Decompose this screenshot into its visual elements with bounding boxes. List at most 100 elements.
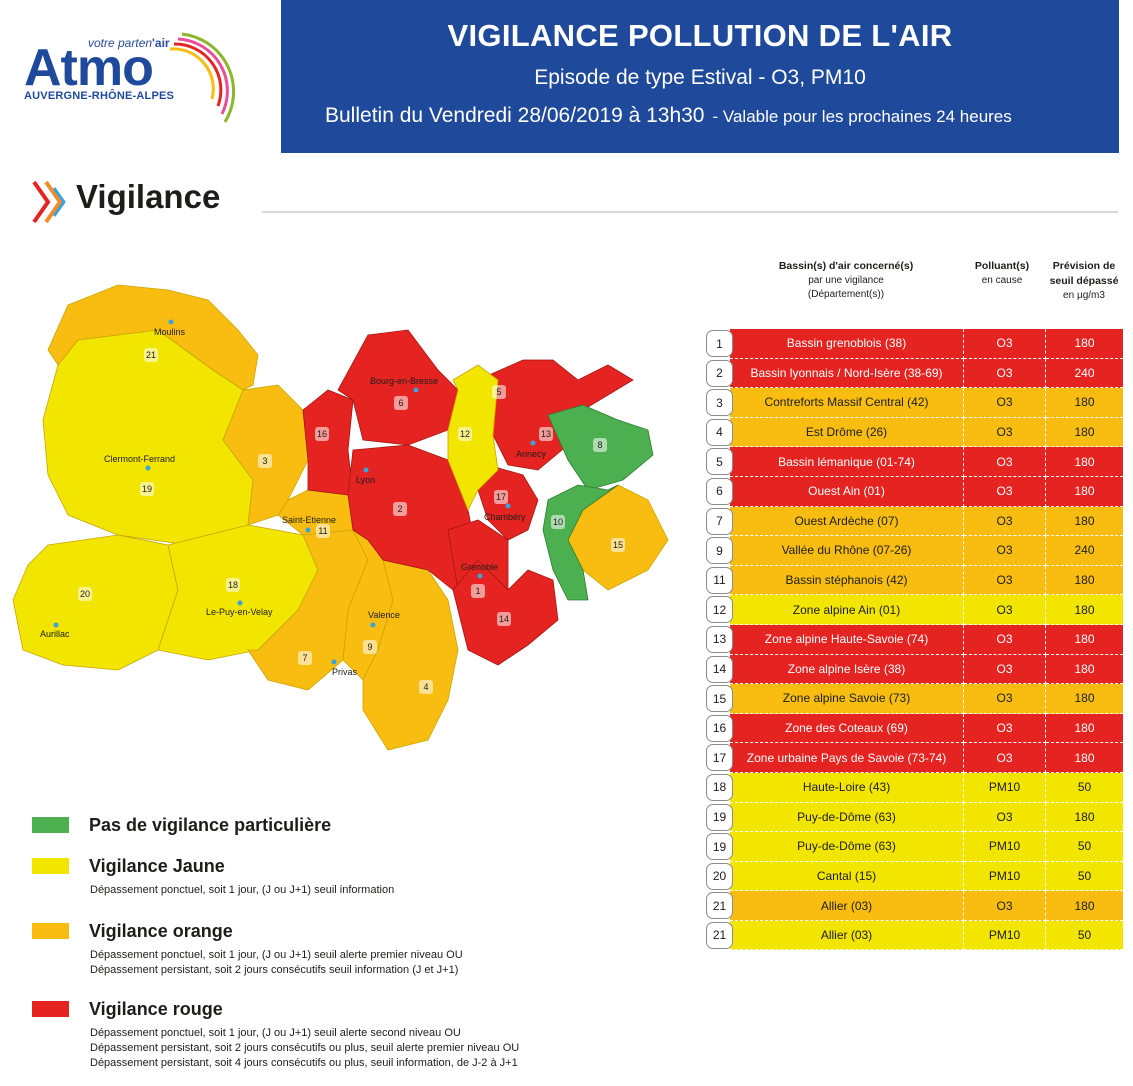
city-annecy: Annecy <box>516 449 547 459</box>
table-row: Bassin lyonnais / Nord-Isère (38-69) O3 24… <box>706 358 1123 389</box>
cell-pollutant: O3 <box>964 565 1046 596</box>
table-row-cells: Bassin stéphanois (42) O3 180 <box>730 565 1123 596</box>
row-number-badge: 6 <box>706 477 733 505</box>
table-row-cells: Zone alpine Ain (01) O3 180 <box>730 595 1123 625</box>
cell-threshold: 180 <box>1046 655 1123 685</box>
zone-20 <box>12 534 179 671</box>
row-number-badge: 16 <box>706 714 733 742</box>
cell-basin: Est Drôme (26) <box>730 417 964 448</box>
zone-4 <box>362 559 459 751</box>
zone-number: 7 <box>302 653 307 663</box>
zone-12 <box>447 364 499 511</box>
cell-basin: Bassin lémanique (01-74) <box>730 447 964 477</box>
zone-2 <box>347 444 479 591</box>
zone-number: 10 <box>553 517 563 527</box>
cell-basin: Zone urbaine Pays de Savoie (73-74) <box>730 743 964 773</box>
table-row-cells: Zone alpine Isère (38) O3 180 <box>730 654 1123 685</box>
cell-pollutant: PM10 <box>964 772 1046 803</box>
cell-threshold: 180 <box>1046 803 1123 833</box>
cell-threshold: 180 <box>1046 447 1123 477</box>
zone-number: 21 <box>146 350 156 360</box>
table-row: Zone alpine Ain (01) O3 180 12 <box>706 595 1123 625</box>
row-number-badge: 4 <box>706 418 733 446</box>
legend-swatch-red <box>32 1001 69 1017</box>
row-number-badge: 7 <box>706 507 733 535</box>
table-row-cells: Ouest Ain (01) O3 180 <box>730 476 1123 507</box>
cell-basin: Puy-de-Dôme (63) <box>730 832 964 862</box>
row-number-badge: 21 <box>706 892 733 920</box>
cell-basin: Zone alpine Ain (01) <box>730 595 964 625</box>
table-row: Ouest Ardèche (07) O3 180 7 <box>706 506 1123 537</box>
cell-threshold: 180 <box>1046 507 1123 537</box>
table-row-cells: Bassin lyonnais / Nord-Isère (38-69) O3 24… <box>730 358 1123 389</box>
zone-number: 5 <box>496 387 501 397</box>
cell-basin: Haute-Loire (43) <box>730 772 964 803</box>
city-grenoble: Grenoble <box>461 562 498 572</box>
city-privas: Privas <box>332 667 358 677</box>
logo-region: AUVERGNE-RHÔNE-ALPES <box>24 90 175 102</box>
cell-threshold: 180 <box>1046 388 1123 418</box>
table-header-pollutant: Polluant(s) en cause <box>974 260 1030 286</box>
table-row: Allier (03) O3 180 21 <box>706 891 1123 921</box>
cell-pollutant: O3 <box>964 329 1046 359</box>
table-row: Zone alpine Haute-Savoie (74) O3 180 13 <box>706 624 1123 655</box>
zone-number: 2 <box>397 504 402 514</box>
table-row-cells: Zone urbaine Pays de Savoie (73-74) O3 180 <box>730 743 1123 773</box>
row-number-badge: 21 <box>706 921 733 949</box>
table-row: Puy-de-Dôme (63) PM10 50 19 <box>706 832 1123 862</box>
city-lyon: Lyon <box>356 475 375 485</box>
table-row: Zone urbaine Pays de Savoie (73-74) O3 180… <box>706 743 1123 773</box>
table-row-cells: Allier (03) O3 180 <box>730 891 1123 921</box>
cell-pollutant: O3 <box>964 743 1046 773</box>
table-row: Ouest Ain (01) O3 180 6 <box>706 476 1123 507</box>
zone-number: 20 <box>80 589 90 599</box>
table-row: Cantal (15) PM10 50 20 <box>706 861 1123 892</box>
cell-pollutant: O3 <box>964 654 1046 685</box>
cell-pollutant: PM10 <box>964 832 1046 862</box>
row-number-badge: 15 <box>706 685 733 713</box>
logo-arcs-icon <box>169 32 236 123</box>
table-row-cells: Cantal (15) PM10 50 <box>730 861 1123 892</box>
cell-basin: Bassin lyonnais / Nord-Isère (38-69) <box>730 358 964 389</box>
row-number-badge: 5 <box>706 448 733 476</box>
cell-pollutant: O3 <box>964 713 1046 744</box>
double-chevron-icon <box>32 180 66 224</box>
table-row-cells: Est Drôme (26) O3 180 <box>730 417 1123 448</box>
city-chambery: Chambéry <box>484 512 526 522</box>
table-row: Contreforts Massif Central (42) O3 180 3 <box>706 388 1123 418</box>
table-row-cells: Zone des Coteaux (69) O3 180 <box>730 713 1123 744</box>
table-row-cells: Puy-de-Dôme (63) O3 180 <box>730 802 1123 833</box>
table-row-cells: Zone alpine Haute-Savoie (74) O3 180 <box>730 624 1123 655</box>
zone-number: 11 <box>318 526 327 536</box>
legend-title: Pas de vigilance particulière <box>89 815 332 835</box>
cell-pollutant: O3 <box>964 358 1046 389</box>
cell-pollutant: O3 <box>964 624 1046 655</box>
table-row: Allier (03) PM10 50 21 <box>706 920 1123 951</box>
cell-pollutant: O3 <box>964 595 1046 625</box>
row-number-badge: 14 <box>706 655 733 683</box>
cell-threshold: 50 <box>1046 921 1123 951</box>
episode-type: Episode de type Estival - O3, PM10 <box>534 66 866 89</box>
page-title: VIGILANCE POLLUTION DE L'AIR <box>447 18 953 53</box>
table-row: Zone alpine Savoie (73) O3 180 15 <box>706 684 1123 714</box>
section-title: Vigilance <box>76 178 221 215</box>
table-row: Bassin stéphanois (42) O3 180 11 <box>706 565 1123 596</box>
table-row-cells: Zone alpine Savoie (73) O3 180 <box>730 684 1123 714</box>
row-number-badge: 18 <box>706 773 733 801</box>
zone-number: 1 <box>475 586 480 596</box>
cell-basin: Zone alpine Isère (38) <box>730 654 964 685</box>
table-row-cells: Contreforts Massif Central (42) O3 180 <box>730 388 1123 418</box>
vigilance-table: Bassin grenoblois (38) O3 180 1 Bassin lyonn… <box>706 329 1123 951</box>
bulletin-line: Bulletin du Vendredi 28/06/2019 à 13h30-… <box>325 104 1012 128</box>
zone-number: 13 <box>541 429 551 439</box>
table-row: Haute-Loire (43) PM10 50 18 <box>706 772 1123 803</box>
city-dots <box>53 319 536 665</box>
table-row: Zone alpine Isère (38) O3 180 14 <box>706 654 1123 685</box>
legend-title: Vigilance rouge <box>89 999 223 1019</box>
row-number-badge: 11 <box>706 566 733 594</box>
row-number-badge: 13 <box>706 625 733 653</box>
legend-desc: Dépassement ponctuel, soit 1 jour, (J ou… <box>90 884 395 896</box>
table-row-cells: Haute-Loire (43) PM10 50 <box>730 772 1123 803</box>
zone-number: 8 <box>597 440 602 450</box>
row-number-badge: 19 <box>706 803 733 831</box>
